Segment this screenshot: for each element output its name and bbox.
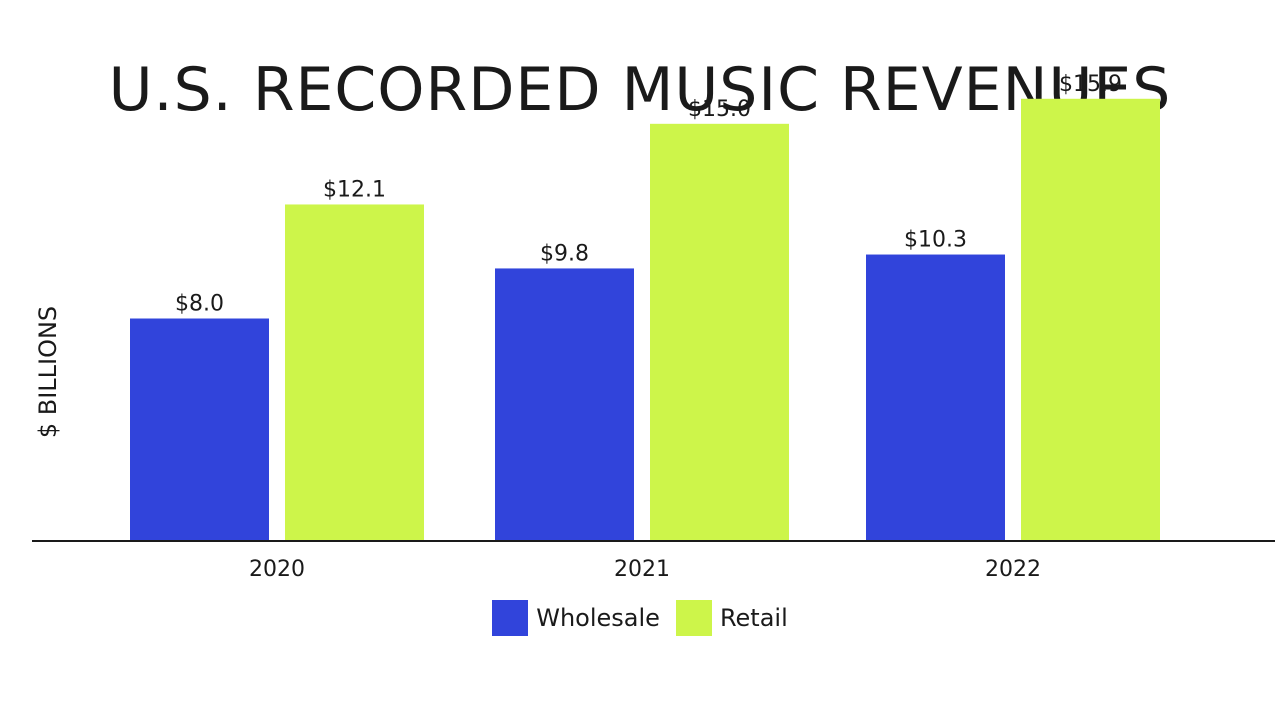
- bar-retail-2022: [1021, 98, 1160, 541]
- data-label-wholesale-2022: $10.3: [904, 228, 967, 253]
- x-tick-label-2022: 2022: [985, 557, 1041, 582]
- legend-label-retail: Retail: [719, 604, 788, 632]
- bar-wholesale-2020: [130, 318, 269, 541]
- data-label-wholesale-2021: $9.8: [540, 241, 589, 266]
- legend-swatch-retail: [675, 600, 712, 636]
- data-label-wholesale-2020: $8.0: [175, 292, 224, 317]
- bar-wholesale-2022: [866, 254, 1005, 541]
- legend-item-wholesale: Wholesale: [492, 600, 660, 636]
- bar-retail-2021: [650, 123, 789, 541]
- legend: Wholesale Retail: [0, 600, 1280, 636]
- legend-item-retail: Retail: [675, 600, 788, 636]
- data-label-retail-2022: $15.9: [1059, 72, 1122, 97]
- legend-label-wholesale: Wholesale: [536, 604, 660, 632]
- legend-swatch-wholesale: [492, 600, 529, 636]
- x-tick-label-2021: 2021: [614, 557, 670, 582]
- bar-wholesale-2021: [495, 268, 634, 541]
- data-label-retail-2021: $15.0: [688, 97, 751, 122]
- data-label-retail-2020: $12.1: [323, 177, 386, 202]
- bar-retail-2020: [285, 204, 424, 541]
- chart-title: U.S. RECORDED MUSIC REVENUES: [108, 55, 1172, 125]
- x-tick-label-2020: 2020: [249, 557, 305, 582]
